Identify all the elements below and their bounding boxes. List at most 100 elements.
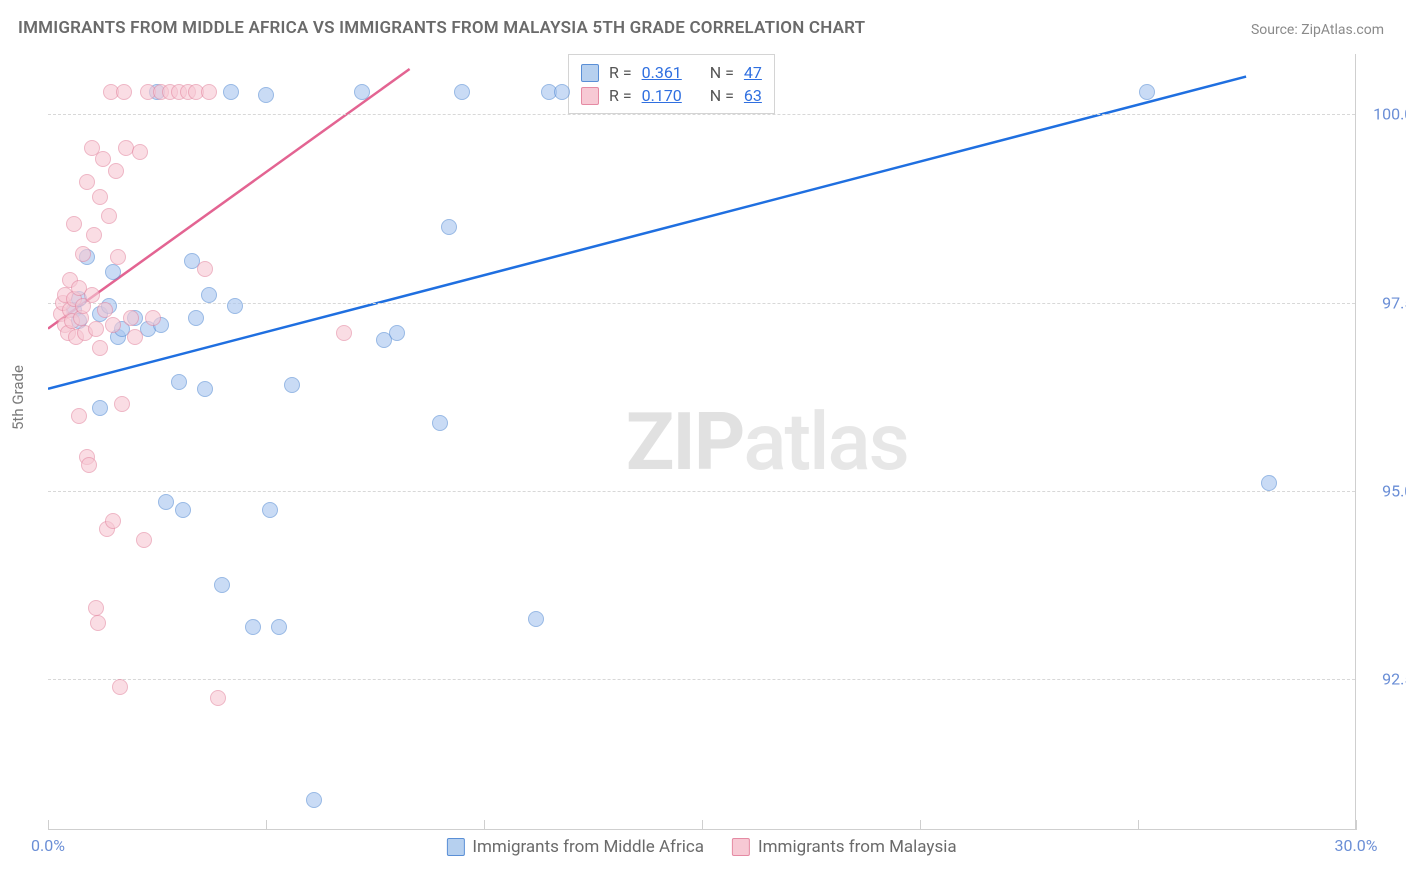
chart-title: IMMIGRANTS FROM MIDDLE AFRICA VS IMMIGRA…	[18, 18, 865, 38]
scatter-point	[188, 310, 204, 326]
r-label: R =	[609, 86, 632, 105]
scatter-point	[158, 494, 174, 510]
source-name: ZipAtlas.com	[1301, 22, 1384, 38]
x-tick	[484, 820, 485, 830]
x-tick	[48, 820, 49, 830]
scatter-point	[132, 144, 148, 160]
grid-line	[48, 679, 1355, 680]
scatter-point	[528, 611, 544, 627]
y-tick-label: 92.5%	[1382, 670, 1406, 689]
scatter-point	[227, 298, 243, 314]
scatter-point	[389, 325, 405, 341]
scatter-point	[110, 249, 126, 265]
legend-label-blue: Immigrants from Middle Africa	[472, 837, 704, 857]
series-legend: Immigrants from Middle Africa Immigrants…	[446, 837, 956, 857]
trend-line	[48, 77, 1246, 389]
scatter-point	[112, 679, 128, 695]
scatter-point	[88, 600, 104, 616]
plot-area: ZIPatlas R = 0.361 N = 47 R = 0.170 N = …	[48, 54, 1356, 830]
scatter-point	[262, 502, 278, 518]
scatter-point	[171, 374, 187, 390]
scatter-point	[105, 513, 121, 529]
legend-row-blue: R = 0.361 N = 47	[581, 61, 762, 84]
legend-row-pink: R = 0.170 N = 63	[581, 84, 762, 107]
scatter-point	[86, 227, 102, 243]
scatter-point	[201, 84, 217, 100]
scatter-point	[258, 87, 274, 103]
scatter-point	[105, 264, 121, 280]
source-attrib: Source: ZipAtlas.com	[1251, 22, 1384, 38]
n-value-blue[interactable]: 47	[744, 63, 762, 82]
scatter-point	[306, 792, 322, 808]
r-label: R =	[609, 63, 632, 82]
x-tick-label: 30.0%	[1335, 836, 1378, 855]
scatter-point	[336, 325, 352, 341]
scatter-point	[441, 219, 457, 235]
y-tick-label: 95.0%	[1382, 481, 1406, 500]
legend-label-pink: Immigrants from Malaysia	[758, 837, 957, 857]
x-tick	[702, 820, 703, 830]
scatter-point	[92, 189, 108, 205]
swatch-blue-icon	[446, 838, 464, 856]
scatter-point	[84, 287, 100, 303]
scatter-point	[201, 287, 217, 303]
scatter-point	[95, 151, 111, 167]
scatter-point	[145, 310, 161, 326]
scatter-point	[88, 321, 104, 337]
scatter-point	[105, 317, 121, 333]
scatter-point	[101, 208, 117, 224]
r-value-pink[interactable]: 0.170	[642, 86, 682, 105]
scatter-point	[354, 84, 370, 100]
swatch-blue-icon	[581, 64, 599, 82]
scatter-point	[97, 302, 113, 318]
n-label: N =	[710, 86, 734, 105]
scatter-point	[116, 84, 132, 100]
scatter-point	[136, 532, 152, 548]
watermark: ZIPatlas	[626, 395, 908, 489]
scatter-point	[1139, 84, 1155, 100]
scatter-point	[108, 163, 124, 179]
scatter-point	[75, 246, 91, 262]
x-tick	[266, 820, 267, 830]
swatch-pink-icon	[581, 87, 599, 105]
y-tick-label: 97.5%	[1382, 293, 1406, 312]
scatter-point	[71, 408, 87, 424]
y-axis-label: 5th Grade	[9, 365, 27, 430]
scatter-point	[197, 381, 213, 397]
scatter-point	[284, 377, 300, 393]
scatter-point	[245, 619, 261, 635]
scatter-point	[92, 400, 108, 416]
watermark-atlas: atlas	[743, 395, 907, 489]
legend-item-blue: Immigrants from Middle Africa	[446, 837, 704, 857]
x-tick-label: 0.0%	[31, 836, 65, 855]
scatter-point	[197, 261, 213, 277]
scatter-point	[175, 502, 191, 518]
n-value-pink[interactable]: 63	[744, 86, 762, 105]
scatter-point	[123, 310, 139, 326]
source-prefix: Source:	[1251, 22, 1301, 38]
grid-line	[48, 114, 1355, 115]
trend-lines	[48, 54, 1355, 829]
scatter-point	[432, 415, 448, 431]
scatter-point	[214, 577, 230, 593]
scatter-point	[66, 216, 82, 232]
scatter-point	[554, 84, 570, 100]
scatter-point	[223, 84, 239, 100]
scatter-point	[210, 690, 226, 706]
swatch-pink-icon	[732, 838, 750, 856]
scatter-point	[454, 84, 470, 100]
x-tick	[920, 820, 921, 830]
x-tick	[1356, 820, 1357, 830]
scatter-point	[81, 457, 97, 473]
scatter-point	[114, 396, 130, 412]
scatter-point	[92, 340, 108, 356]
scatter-point	[90, 615, 106, 631]
scatter-point	[1261, 475, 1277, 491]
legend-item-pink: Immigrants from Malaysia	[732, 837, 957, 857]
grid-line	[48, 491, 1355, 492]
watermark-zip: ZIP	[626, 395, 744, 489]
scatter-point	[127, 329, 143, 345]
r-value-blue[interactable]: 0.361	[642, 63, 682, 82]
n-label: N =	[710, 63, 734, 82]
grid-line	[48, 303, 1355, 304]
